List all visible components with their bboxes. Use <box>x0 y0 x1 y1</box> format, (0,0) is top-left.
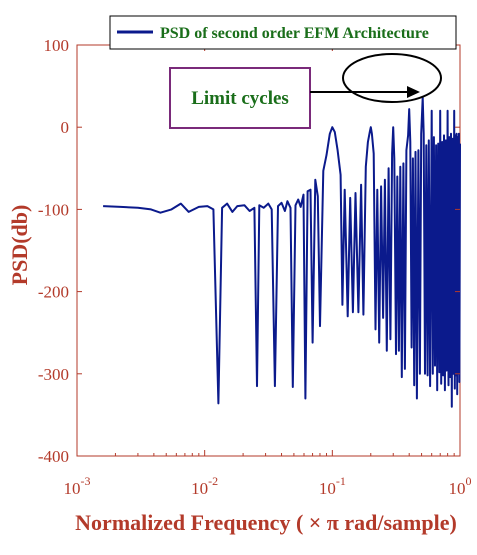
y-tick-label: -400 <box>38 447 69 466</box>
series-layer <box>103 96 461 408</box>
axes-layer: 100 0 -100 -200 -300 -400 10-3 10-2 10-1 100 <box>38 36 472 498</box>
x-tick-label: 100 <box>449 474 472 498</box>
annotation-arrow-head <box>407 86 420 98</box>
x-axis-label: Normalized Frequency ( × π rad/sample) <box>75 510 457 535</box>
y-axis-label: PSD(db) <box>7 205 32 286</box>
x-tick-label: 10-2 <box>191 474 218 498</box>
annotation-label: Limit cycles <box>191 88 289 109</box>
y-tick-label: -200 <box>38 283 69 302</box>
legend-entry-label: PSD of second order EFM Architecture <box>160 25 429 42</box>
limit-cycles-ellipse <box>342 53 442 103</box>
x-tick-label: 10-3 <box>64 474 91 498</box>
legend-box <box>109 15 457 50</box>
y-tick-label: 100 <box>44 36 70 55</box>
y-tick-label: 0 <box>61 118 70 137</box>
y-tick-label: -100 <box>38 200 69 219</box>
y-tick-label: -300 <box>38 365 69 384</box>
annotation-box <box>169 67 311 129</box>
x-tick-label: 10-1 <box>319 474 346 498</box>
series-line-0 <box>103 96 461 408</box>
annotation-layer: Limit cycles <box>169 53 442 129</box>
legend: PSD of second order EFM Architecture <box>109 15 457 50</box>
